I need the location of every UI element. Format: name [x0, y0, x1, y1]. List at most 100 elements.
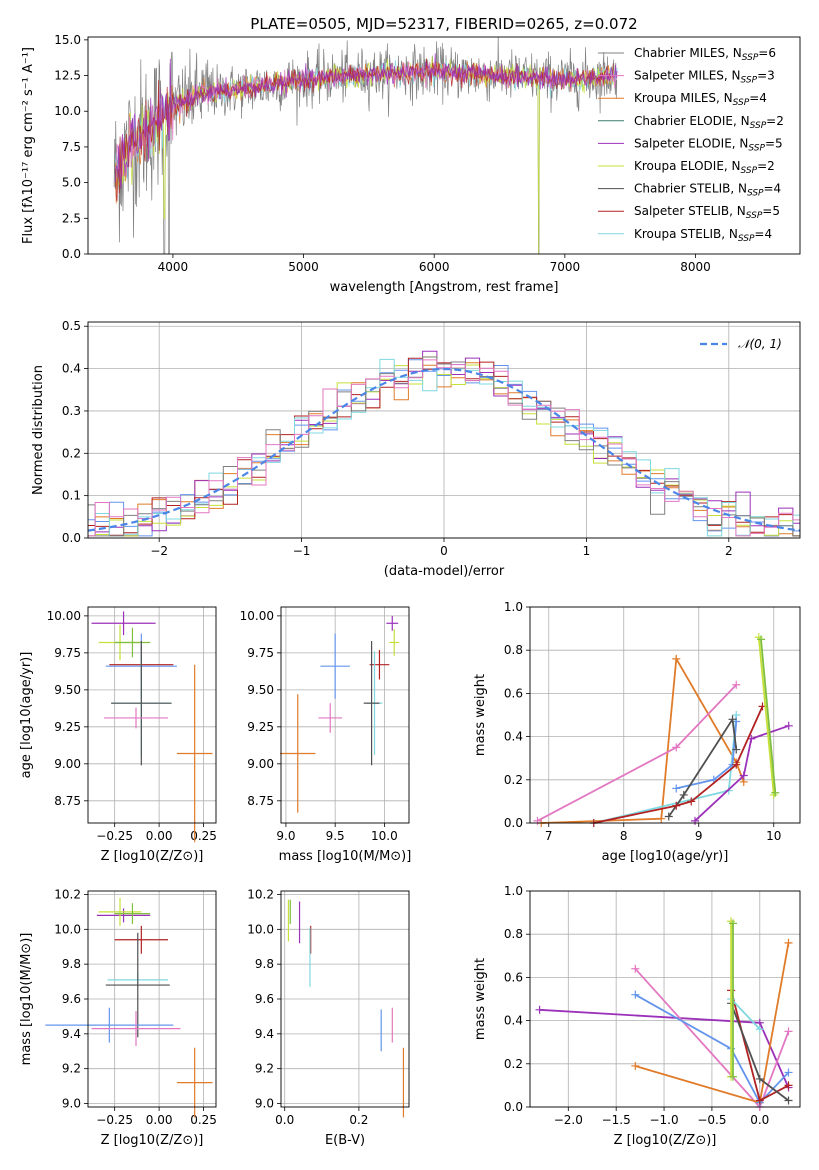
series-point — [784, 1081, 793, 1090]
series-point — [728, 715, 737, 724]
y-tick-label: 0.2 — [62, 446, 81, 460]
x-tick-label: 4000 — [158, 260, 189, 274]
x-tick-label: 0.00 — [146, 829, 173, 843]
y-tick-label: 8.75 — [247, 794, 274, 808]
y-axis-label: mass weight — [473, 958, 488, 1040]
series-line — [694, 724, 790, 822]
y-tick-label: 10.0 — [247, 922, 274, 936]
y-axis-label: mass [log10(M/M⊙)] — [19, 933, 34, 1066]
series-line — [668, 716, 738, 818]
y-tick-label: 1.0 — [504, 884, 523, 898]
series-point — [691, 816, 699, 825]
y-tick-label: 9.50 — [247, 683, 274, 697]
x-axis-label: (data-model)/error — [384, 564, 505, 579]
axes-frame — [87, 321, 801, 539]
x-tick-label: 0.25 — [190, 1113, 217, 1127]
series-point — [535, 1005, 544, 1014]
y-tick-label: 12.5 — [54, 69, 81, 83]
figure-title: PLATE=0505, MJD=52317, FIBERID=0265, z=0… — [250, 15, 637, 33]
y-tick-label: 0.4 — [504, 1014, 523, 1028]
histogram-series — [88, 359, 800, 537]
series-point — [533, 816, 542, 825]
x-tick-label: 1 — [583, 544, 591, 558]
chart-massweight-vs-Z: −2.0 −1.5 −1.0 −0.5 0.0 0.0 0.2 0.4 0.6 0.8 1.0 Z [… — [473, 884, 801, 1148]
series-point — [679, 790, 688, 799]
x-axis-label: E(B-V) — [325, 1133, 365, 1148]
series-point — [664, 812, 673, 821]
x-tick-label: 9.5 — [326, 829, 345, 843]
axes-frame — [529, 606, 801, 824]
x-tick-label: 8000 — [680, 260, 711, 274]
chart-age-vs-Z: −0.25 0.00 0.25 8.75 9.00 9.25 9.50 9.75 10.00 Z … — [19, 606, 217, 864]
y-tick-label: 9.00 — [247, 757, 274, 771]
chart-age-vs-mass: 9.0 9.5 10.0 8.75 9.00 9.25 9.50 9.75 10.00 mass … — [240, 606, 412, 864]
legend-label: Chabrier ELODIE, NSSP=2 — [634, 114, 784, 131]
y-tick-label: 9.4 — [62, 1027, 81, 1041]
series-point — [784, 1068, 793, 1077]
series-line — [757, 637, 775, 795]
legend-label: 𝒩(0, 1) — [738, 337, 782, 351]
axes-frame — [87, 36, 801, 255]
series-point — [771, 788, 780, 797]
charts-root: 4000 5000 6000 7000 80000.02.55.07.510.012.5… — [19, 33, 801, 1148]
legend-label: Chabrier STELIB, NSSP=4 — [634, 182, 781, 199]
series-point — [631, 964, 640, 973]
x-tick-label: −2.0 — [554, 1113, 583, 1127]
legend-label: Salpeter STELIB, NSSP=5 — [634, 204, 780, 221]
series-point — [728, 1072, 737, 1081]
y-tick-label: 9.00 — [54, 757, 81, 771]
y-tick-label: 9.25 — [54, 720, 81, 734]
x-tick-label: 5000 — [288, 260, 319, 274]
y-tick-label: 0.8 — [504, 643, 523, 657]
series-point — [728, 919, 737, 928]
y-tick-label: 0.2 — [504, 1057, 523, 1071]
y-tick-label: 0.0 — [504, 1100, 523, 1114]
x-axis-label: wavelength [Angstrom, rest frame] — [330, 280, 559, 295]
chart-residuals: −2 −1 0 1 2 0.0 0.1 0.2 0.3 0.4 0.5 (data-model)/er… — [31, 319, 801, 579]
x-tick-label: 0.25 — [190, 829, 217, 843]
series-point — [784, 938, 793, 947]
y-tick-label: 9.8 — [62, 957, 81, 971]
axes-frame — [529, 890, 801, 1108]
x-axis-label: mass [log10(M/M⊙)] — [279, 849, 412, 864]
series-line — [541, 655, 745, 824]
x-tick-label: 2 — [725, 544, 733, 558]
y-tick-label: 1.0 — [504, 600, 523, 614]
x-tick-label: −2 — [150, 544, 168, 558]
series-point — [687, 797, 696, 806]
series-line — [760, 639, 777, 793]
y-tick-label: 9.2 — [255, 1062, 274, 1076]
y-tick-label: 9.2 — [62, 1062, 81, 1076]
y-axis-label: Flux [fλ10⁻¹⁷ erg cm⁻² s⁻¹ A⁻¹] — [21, 47, 36, 244]
x-tick-label: −1.0 — [649, 1113, 678, 1127]
axes-frame — [280, 606, 410, 824]
x-tick-label: 8 — [620, 829, 628, 843]
y-tick-label: 8.75 — [54, 794, 81, 808]
series-point — [755, 1025, 764, 1034]
x-tick-label: 7 — [545, 829, 553, 843]
y-tick-label: 2.5 — [62, 211, 81, 225]
y-axis-label: Normed distribution — [31, 365, 46, 495]
y-tick-label: 5.0 — [62, 176, 81, 190]
x-tick-label: 9.0 — [276, 829, 295, 843]
x-tick-label: −0.5 — [697, 1113, 726, 1127]
series-point — [739, 771, 748, 780]
y-tick-label: 0.1 — [62, 489, 81, 503]
y-tick-label: 0.8 — [504, 927, 523, 941]
y-axis-label: mass weight — [473, 674, 488, 756]
x-tick-label: 0.0 — [750, 1113, 769, 1127]
y-tick-label: 9.8 — [255, 957, 274, 971]
series-line — [730, 998, 761, 1030]
x-tick-label: −0.25 — [96, 829, 133, 843]
x-tick-label: −1 — [293, 544, 311, 558]
y-tick-label: 9.50 — [54, 683, 81, 697]
series-point — [672, 743, 681, 752]
series-point — [732, 680, 741, 689]
y-tick-label: 10.2 — [247, 887, 274, 901]
x-tick-label: 9 — [695, 829, 703, 843]
legend-label: Salpeter MILES, NSSP=3 — [634, 69, 775, 86]
y-tick-label: 9.6 — [62, 992, 81, 1006]
series-point — [631, 1061, 640, 1070]
series-point — [631, 990, 640, 999]
x-axis-label: Z [log10(Z/Z⊙)] — [101, 1133, 204, 1148]
